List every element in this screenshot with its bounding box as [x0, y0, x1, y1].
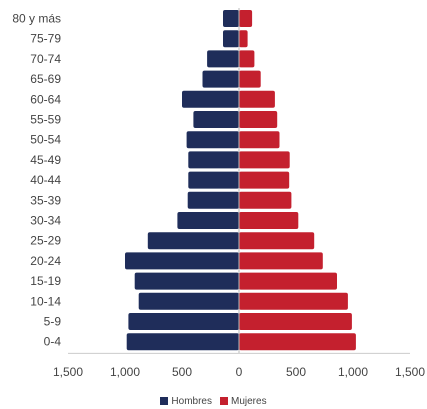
bar-men-50-54 — [186, 131, 239, 149]
bar-women-30-34 — [239, 212, 299, 229]
category-label: 15-19 — [30, 274, 61, 288]
category-label: 30-34 — [30, 214, 61, 228]
bar-men-55-59 — [193, 111, 239, 128]
bars-group — [125, 10, 356, 351]
bar-men-75-79 — [223, 30, 239, 48]
x-tick-label: 0 — [236, 365, 243, 379]
category-label: 60-64 — [30, 92, 61, 106]
bar-women-80-y-más — [239, 10, 253, 27]
legend-label-women: Mujeres — [231, 395, 267, 407]
bar-men-65-69 — [202, 70, 239, 88]
bar-men-40-44 — [188, 171, 239, 189]
legend-item-men: Hombres — [160, 396, 212, 407]
legend-swatch-men — [160, 397, 169, 405]
category-label: 0-4 — [44, 335, 62, 349]
bar-men-35-39 — [187, 191, 239, 209]
bar-men-5-9 — [128, 313, 239, 330]
x-tick-label: 1,000 — [338, 365, 368, 379]
bar-men-25-29 — [147, 232, 239, 250]
bar-men-20-24 — [125, 252, 239, 270]
bar-women-20-24 — [239, 252, 323, 270]
bar-men-80-y-más — [223, 10, 239, 27]
x-tick-label: 500 — [286, 365, 306, 379]
x-tick-label: 1,500 — [395, 365, 425, 379]
bar-women-40-44 — [239, 171, 290, 189]
bar-women-5-9 — [239, 313, 352, 330]
bar-women-70-74 — [239, 50, 255, 68]
legend-item-women: Mujeres — [220, 396, 267, 407]
category-label: 20-24 — [30, 254, 61, 268]
bar-men-45-49 — [188, 151, 239, 169]
bar-women-45-49 — [239, 151, 290, 169]
bar-men-70-74 — [207, 50, 239, 68]
bar-women-0-4 — [239, 333, 356, 351]
category-label: 40-44 — [30, 173, 61, 187]
bar-women-55-59 — [239, 111, 278, 128]
category-label: 45-49 — [30, 153, 61, 167]
x-tick-label: 1,000 — [110, 365, 140, 379]
bar-women-15-19 — [239, 272, 337, 290]
bar-women-25-29 — [239, 232, 315, 250]
bar-men-0-4 — [126, 333, 239, 351]
category-label: 10-14 — [30, 294, 61, 308]
x-tick-label: 1,500 — [53, 365, 83, 379]
category-labels: 0-4 5-9 10-14 15-19 20-24 25-29 30-34 35-39 40-4… — [12, 12, 61, 349]
category-label: 55-59 — [30, 113, 61, 127]
bar-men-15-19 — [134, 272, 239, 290]
category-label: 35-39 — [30, 193, 61, 207]
bar-women-35-39 — [239, 191, 292, 209]
bar-women-60-64 — [239, 90, 275, 108]
bar-women-50-54 — [239, 131, 280, 149]
bar-women-75-79 — [239, 30, 248, 48]
category-label: 65-69 — [30, 72, 61, 86]
category-label: 80 y más — [12, 12, 61, 26]
category-label: 50-54 — [30, 133, 61, 147]
legend-swatch-women — [220, 397, 228, 405]
bar-men-10-14 — [138, 292, 239, 310]
category-label: 70-74 — [30, 52, 61, 66]
population-pyramid-chart: 0-4 5-9 10-14 15-19 20-24 25-29 30-34 35-39 40-4… — [12, 8, 425, 379]
bar-men-60-64 — [182, 90, 239, 108]
category-label: 25-29 — [30, 234, 61, 248]
bar-women-65-69 — [239, 70, 261, 88]
category-label: 5-9 — [44, 315, 62, 329]
x-tick-labels: 1,500 1,000 500 0 500 1,000 1,500 — [53, 365, 425, 379]
legend-label-men: Hombres — [171, 395, 212, 407]
legend: Hombres Mujeres — [0, 393, 427, 409]
category-label: 75-79 — [30, 32, 61, 46]
bar-women-10-14 — [239, 292, 348, 310]
x-tick-label: 500 — [172, 365, 192, 379]
bar-men-30-34 — [177, 212, 239, 229]
